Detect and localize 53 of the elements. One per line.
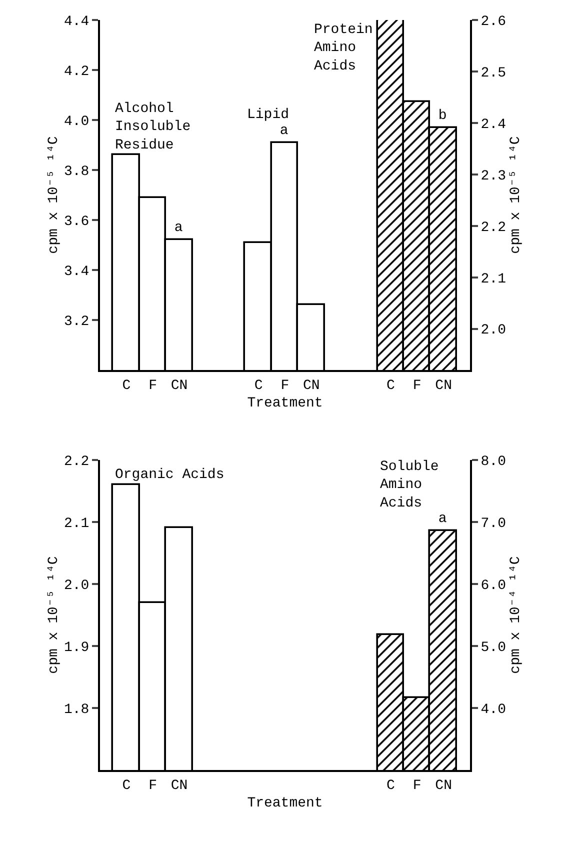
x-tick-label: CN — [170, 378, 188, 394]
y-tick-label: 4.2 — [64, 64, 90, 80]
x-tick-label: C — [386, 378, 395, 394]
x-tick-label: CN — [170, 778, 188, 794]
y2-tick-label: 2.6 — [480, 14, 506, 30]
data-label: a — [174, 220, 183, 236]
y2-tick-label: 7.0 — [480, 516, 506, 532]
y2-tick-label: 8.0 — [480, 454, 506, 470]
y-axis-title: cpm x 10⁻⁵ ¹⁴C — [46, 136, 62, 254]
series-label: Lipid — [247, 107, 290, 123]
x-tick-label: F — [412, 378, 422, 394]
x-tick-label: F — [280, 378, 290, 394]
x-tick-label: F — [412, 778, 422, 794]
y2-tick-label: 2.1 — [480, 271, 506, 288]
y-axis-title: cpm x 10⁻⁵ ¹⁴C — [46, 556, 62, 674]
x-tick-label: C — [122, 378, 131, 394]
y2-tick-label: 2.3 — [480, 168, 506, 184]
y-tick-label: 3.4 — [64, 264, 90, 280]
y-tick-label: 2.0 — [64, 578, 90, 594]
y-tick-label: 1.9 — [64, 640, 90, 656]
y2-tick-label: 6.0 — [480, 578, 506, 594]
y2-tick-label: 5.0 — [480, 640, 506, 656]
x-tick-label: C — [386, 778, 395, 794]
y2-axis-title: cpm x 10⁻⁴ ¹⁴C — [508, 556, 524, 674]
data-label: b — [438, 108, 447, 124]
y2-tick-label: 2.0 — [480, 322, 506, 339]
x-axis-title: Treatment — [247, 796, 323, 812]
y-tick-label: 2.1 — [64, 516, 90, 532]
series-label: Organic Acids — [115, 467, 224, 483]
y2-tick-label: 2.4 — [480, 116, 506, 133]
y2-tick-label: 4.0 — [480, 702, 506, 718]
y-tick-label: 3.2 — [64, 314, 90, 330]
y-tick-label: 1.8 — [64, 702, 90, 718]
data-label: a — [438, 511, 447, 528]
x-tick-label: F — [148, 778, 158, 794]
y-tick-label: 3.8 — [64, 164, 90, 180]
y2-tick-label: 2.5 — [480, 65, 506, 82]
x-tick-label: CN — [435, 378, 452, 394]
x-tick-label: C — [254, 378, 263, 394]
x-tick-label: CN — [435, 778, 452, 794]
y2-tick-label: 2.2 — [480, 220, 506, 236]
y2-axis-title: cpm x 10⁻⁵ ¹⁴C — [508, 136, 524, 254]
x-tick-label: C — [122, 778, 131, 794]
series-label: Alcohol Insoluble Residue — [115, 101, 191, 154]
series-label: Protein Amino Acids — [314, 22, 373, 74]
y-tick-label: 4.4 — [64, 14, 90, 30]
x-axis-title: Treatment — [247, 396, 323, 412]
data-label: a — [280, 123, 288, 140]
x-tick-label: F — [148, 378, 158, 394]
x-tick-label: CN — [303, 378, 320, 394]
y-tick-label: 4.0 — [64, 114, 90, 130]
y-tick-label: 3.6 — [64, 214, 90, 230]
y-tick-label: 2.2 — [64, 454, 90, 470]
